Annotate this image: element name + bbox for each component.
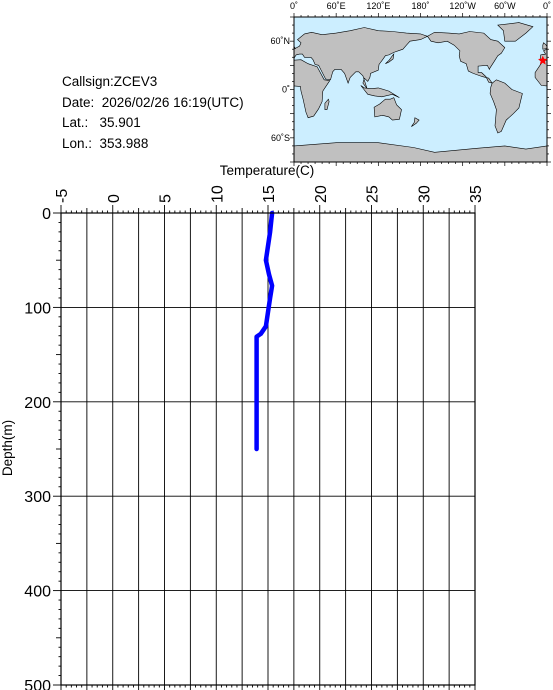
eurasia-land [539, 48, 547, 61]
map-lon-label: 120˚E [366, 1, 390, 11]
y-tick-labels: 0 100 200 300 400 500 [24, 206, 51, 690]
y-tick-label: 500 [24, 678, 51, 690]
uk-land [542, 42, 547, 50]
world-map: 0˚ 60˚E 120˚E 180˚ 120˚W 60˚W 0˚ 60˚N 0˚ 60˚S [270, 1, 551, 166]
date-text: Date: 2026/02/26 16:19(UTC) [62, 94, 244, 110]
x-tick-label: 10 [209, 185, 226, 203]
y-tick-label: 400 [24, 584, 51, 601]
africa-land [294, 59, 331, 119]
x-tick-label: 35 [468, 185, 485, 203]
map-frame [290, 13, 551, 166]
map-labels: 0˚ 60˚E 120˚E 180˚ 120˚W 60˚W 0˚ 60˚N 0˚ 60˚S [270, 1, 551, 143]
map-lon-label: 60˚E [327, 1, 346, 11]
marker-star-icon [538, 55, 548, 65]
temperature-line [254, 210, 275, 452]
madagascar-land [324, 98, 330, 110]
australia-land [373, 97, 402, 121]
x-tick-label: 25 [365, 185, 382, 203]
y-axis-label: Depth(m) [0, 420, 15, 476]
map-lon-label: 120˚W [449, 1, 476, 11]
map-lon-label: 180˚ [411, 1, 429, 11]
plot-frame [60, 212, 476, 686]
x-tick-label: 30 [416, 185, 433, 203]
latitude-text: Lat.: 35.901 [62, 115, 141, 130]
indonesia-land [360, 85, 400, 98]
newzealand-land [411, 117, 420, 127]
station-info: Callsign:ZCEV3 Date: 2026/02/26 16:19(UT… [62, 72, 244, 154]
greenland-land [497, 22, 534, 42]
x-tick-label: 20 [313, 185, 330, 203]
map-lon-label: 0˚ [290, 1, 298, 11]
chart-grid [61, 213, 475, 685]
map-lat-label: 60˚S [271, 133, 290, 143]
eurasia-land [294, 27, 429, 89]
antarctica-land [294, 142, 547, 162]
africa-land [534, 59, 547, 87]
temperature-series [254, 210, 275, 452]
callsign-text: Callsign:ZCEV3 [62, 74, 158, 89]
longitude-text: Lon.: 353.988 [62, 135, 149, 151]
north-america-land [427, 31, 506, 84]
x-tick-labels: -5 0 5 10 15 20 25 30 35 [54, 185, 485, 203]
x-tick-label: 5 [158, 194, 175, 203]
map-land [294, 22, 547, 162]
map-lat-label: 60˚N [270, 36, 290, 46]
map-lat-label: 0˚ [282, 85, 290, 95]
y-tick-label: 0 [42, 206, 51, 223]
x-tick-label: 15 [261, 185, 278, 203]
y-tick-label: 100 [24, 300, 51, 317]
map-lon-label: 0˚ [543, 1, 551, 11]
chart-ticks [53, 205, 476, 690]
south-america-land [489, 79, 523, 134]
x-tick-label: 0 [106, 194, 123, 203]
x-axis-label: Temperature(C) [220, 163, 315, 178]
x-tick-label: -5 [54, 189, 71, 203]
y-tick-label: 300 [24, 489, 51, 506]
ship-position-marker [538, 55, 548, 65]
map-lon-label: 60˚W [494, 1, 516, 11]
japan-land [385, 53, 395, 64]
y-tick-label: 200 [24, 395, 51, 412]
